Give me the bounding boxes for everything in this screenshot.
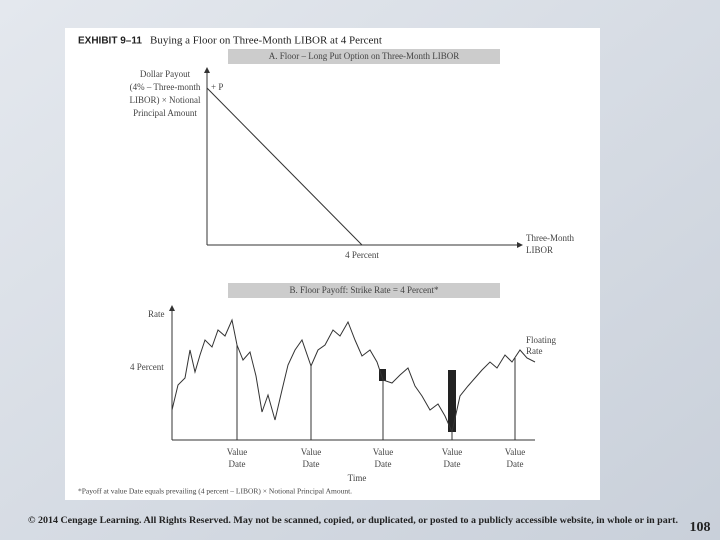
- exhibit-title: Buying a Floor on Three-Month LIBOR at 4…: [150, 35, 382, 47]
- panel-a-header: A. Floor – Long Put Option on Three-Mont…: [269, 51, 460, 61]
- panel-a-header-bar: [228, 49, 500, 64]
- value-date-label: Value: [442, 447, 463, 457]
- value-date-label: Date: [444, 459, 461, 469]
- payoff-bar: [379, 369, 386, 381]
- strike-label: 4 Percent: [130, 362, 164, 372]
- y-label-line: Dollar Payout: [140, 69, 191, 79]
- y-marker: + P: [211, 82, 223, 92]
- exhibit-number: EXHIBIT 9–11: [78, 36, 142, 47]
- panel-b-header-bar: [228, 283, 500, 298]
- time-label: Time: [348, 473, 367, 483]
- page-number: 108: [690, 520, 711, 535]
- y-label-line: Principal Amount: [133, 108, 197, 118]
- value-date-label: Value: [505, 447, 526, 457]
- floating-rate-curve: [171, 318, 536, 434]
- x-label-line: LIBOR: [526, 245, 553, 255]
- rate-label: Rate: [148, 309, 165, 319]
- value-date-labels: Value Date Value Date Value Date Value D…: [227, 447, 526, 469]
- value-date-lines: [236, 345, 516, 440]
- copyright: © 2014 Cengage Learning. All Rights Rese…: [28, 515, 678, 526]
- x-label-line: Three-Month: [526, 233, 574, 243]
- payoff-bar: [448, 370, 456, 432]
- panel-a-y-label: Dollar Payout (4% – Three-month LIBOR) ×…: [129, 69, 201, 118]
- value-date-label: Date: [229, 459, 246, 469]
- curve-label-line: Floating: [526, 335, 557, 345]
- y-label-line: LIBOR) × Notional: [129, 95, 201, 105]
- strike-label: 4 Percent: [345, 250, 379, 260]
- curve-label-line: Rate: [526, 346, 543, 356]
- payoff-line: [206, 87, 363, 246]
- footnote: *Payoff at value Date equals prevailing …: [78, 487, 352, 496]
- value-date-label: Value: [301, 447, 322, 457]
- value-date-label: Date: [375, 459, 392, 469]
- value-date-label: Date: [507, 459, 524, 469]
- value-date-label: Value: [373, 447, 394, 457]
- y-label-line: (4% – Three-month: [130, 82, 201, 92]
- panel-b-header: B. Floor Payoff: Strike Rate = 4 Percent…: [290, 285, 439, 295]
- value-date-label: Date: [303, 459, 320, 469]
- value-date-label: Value: [227, 447, 248, 457]
- exhibit-page: [65, 28, 600, 500]
